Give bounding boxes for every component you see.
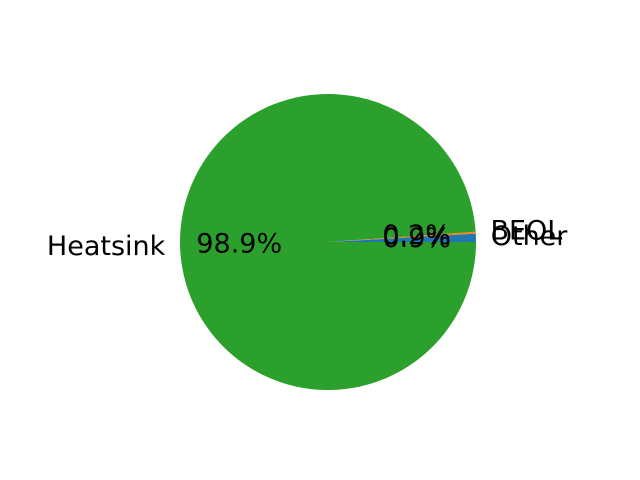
pie-slice-other xyxy=(328,233,476,242)
pie-slices xyxy=(180,94,476,391)
pie-slice-beol xyxy=(328,231,476,242)
pie-slice-heatsink xyxy=(180,94,476,391)
slice-percent-other: 0.9% xyxy=(382,223,451,254)
pie-labels: Other 0.9% BEOL 0.2% Heatsink 98.9% xyxy=(47,215,568,262)
slice-percent-heatsink: 98.9% xyxy=(196,229,282,260)
slice-label-heatsink: Heatsink xyxy=(47,231,166,262)
slice-percent-beol: 0.2% xyxy=(382,220,451,251)
slice-label-other: Other xyxy=(491,221,569,252)
slice-label-beol: BEOL xyxy=(490,215,562,246)
